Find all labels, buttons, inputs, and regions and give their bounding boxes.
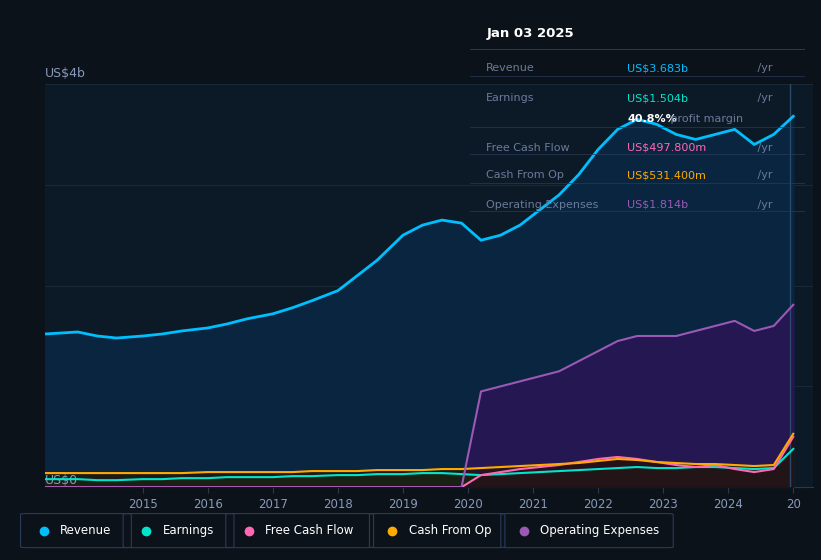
Text: Jan 03 2025: Jan 03 2025 [486, 27, 574, 40]
Text: Cash From Op: Cash From Op [486, 170, 564, 180]
Text: Free Cash Flow: Free Cash Flow [265, 524, 354, 537]
Text: /yr: /yr [754, 63, 773, 73]
Text: /yr: /yr [754, 94, 773, 104]
Text: US$4b: US$4b [45, 67, 86, 80]
Text: profit margin: profit margin [667, 114, 743, 124]
Text: Operating Expenses: Operating Expenses [540, 524, 659, 537]
Text: Operating Expenses: Operating Expenses [486, 199, 599, 209]
Text: /yr: /yr [754, 170, 773, 180]
Text: Revenue: Revenue [486, 63, 535, 73]
Text: US$1.504b: US$1.504b [627, 94, 688, 104]
Text: 40.8%%: 40.8%% [627, 114, 677, 124]
Text: US$0: US$0 [45, 474, 78, 487]
Text: US$1.814b: US$1.814b [627, 199, 688, 209]
Text: US$497.800m: US$497.800m [627, 143, 706, 153]
Text: /yr: /yr [754, 143, 773, 153]
Text: Cash From Op: Cash From Op [409, 524, 491, 537]
Text: US$3.683b: US$3.683b [627, 63, 688, 73]
Text: Earnings: Earnings [486, 94, 534, 104]
Text: Earnings: Earnings [163, 524, 214, 537]
Text: Free Cash Flow: Free Cash Flow [486, 143, 570, 153]
Text: Revenue: Revenue [60, 524, 112, 537]
Text: US$531.400m: US$531.400m [627, 170, 706, 180]
Text: /yr: /yr [754, 199, 773, 209]
